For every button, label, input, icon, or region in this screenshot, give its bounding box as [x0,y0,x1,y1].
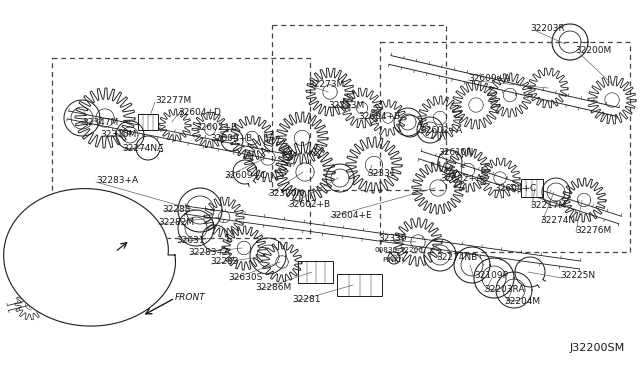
Text: 32609+A: 32609+A [468,74,510,83]
FancyBboxPatch shape [521,179,543,197]
Text: 00830-32200: 00830-32200 [375,247,424,253]
FancyBboxPatch shape [138,114,158,130]
Text: J32200SM: J32200SM [570,343,625,353]
Bar [52,58,310,238]
Text: 32274NA: 32274NA [122,144,163,153]
Text: 32609+C: 32609+C [224,170,266,180]
Text: 32339: 32339 [378,234,406,243]
Text: 32217M: 32217M [530,201,566,209]
Text: 32109P: 32109P [474,272,508,280]
Text: 32602+B: 32602+B [195,122,237,131]
Text: 32274N: 32274N [540,215,575,224]
Text: 32276M: 32276M [575,225,611,234]
Polygon shape [4,189,175,326]
Text: 32273M: 32273M [308,80,344,89]
Text: 32631: 32631 [176,235,205,244]
Text: 32602+A: 32602+A [420,125,462,135]
Text: 32286M: 32286M [255,283,291,292]
Text: PIN(1): PIN(1) [382,257,404,263]
Text: 32604+D: 32604+D [178,108,221,116]
Bar [380,42,630,252]
Text: 32283: 32283 [210,257,239,266]
Text: 32604+E: 32604+E [330,211,372,219]
Text: 32281: 32281 [292,295,321,305]
Text: 32283+A: 32283+A [96,176,138,185]
Text: 32604+B: 32604+B [358,112,400,121]
Text: 32203R: 32203R [530,23,564,32]
Text: 32282M: 32282M [158,218,194,227]
Text: 32225N: 32225N [560,272,595,280]
Text: 32283: 32283 [162,205,191,214]
Text: 32200M: 32200M [575,45,611,55]
Text: 32204M: 32204M [504,298,540,307]
Text: 32609+B: 32609+B [210,134,252,142]
Text: 32300N: 32300N [268,189,303,198]
Text: 32630S: 32630S [228,273,262,282]
Text: 32277M: 32277M [155,96,191,105]
Text: 32347M: 32347M [82,118,118,126]
Text: 32310M: 32310M [100,129,136,138]
Text: 32203RA: 32203RA [484,285,525,295]
Text: 32274NB: 32274NB [436,253,477,263]
Text: 32602+B: 32602+B [288,199,330,208]
Text: 32283+A: 32283+A [188,247,230,257]
Text: 32331: 32331 [367,169,396,177]
Text: 32610N: 32610N [438,148,474,157]
Text: 32213M: 32213M [328,100,364,109]
Text: 32604+C: 32604+C [494,183,536,192]
Bar [272,25,446,190]
Text: FRONT: FRONT [175,294,205,302]
FancyBboxPatch shape [298,261,333,283]
FancyBboxPatch shape [337,274,383,296]
Text: 32602+A: 32602+A [440,173,482,183]
